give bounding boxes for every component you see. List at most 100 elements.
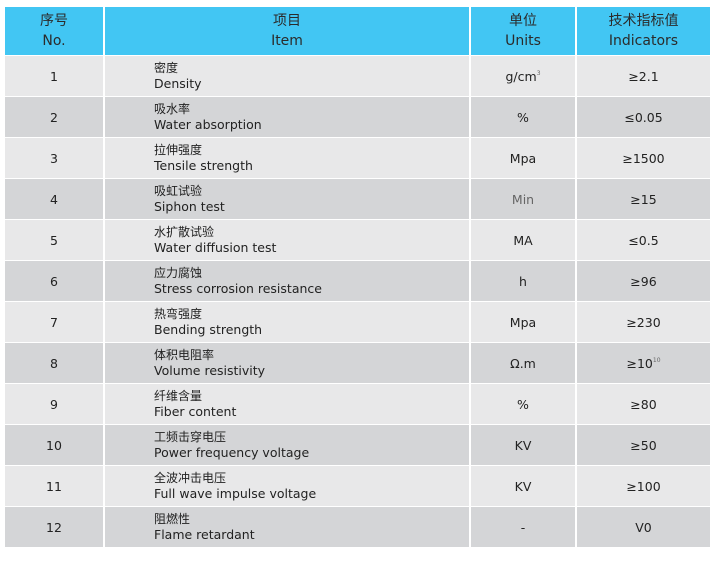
unit-value: % xyxy=(517,396,529,412)
item-en: Siphon test xyxy=(154,199,225,214)
item-en: Tensile strength xyxy=(154,158,253,173)
unit-value: KV xyxy=(514,437,532,453)
row-unit: Min xyxy=(471,179,575,219)
item-en: Water absorption xyxy=(154,117,262,132)
item-cn: 体积电阻率 xyxy=(154,348,215,362)
table-row: 3 拉伸强度 Tensile strength Mpa ≥1500 xyxy=(5,138,710,178)
row-no: 12 xyxy=(5,507,103,547)
row-indicator: ≤0.5 xyxy=(577,220,710,260)
row-unit: Mpa xyxy=(471,138,575,178)
item-cn: 拉伸强度 xyxy=(154,143,203,157)
row-no: 1 xyxy=(5,56,103,96)
table-row: 8 体积电阻率 Volume resistivity Ω.m ≥1010 xyxy=(5,343,710,383)
row-item: 水扩散试验 Water diffusion test xyxy=(105,220,469,260)
row-no: 6 xyxy=(5,261,103,301)
item-en: Bending strength xyxy=(154,322,263,337)
row-unit: % xyxy=(471,97,575,137)
row-unit: Mpa xyxy=(471,302,575,342)
row-item: 吸水率 Water absorption xyxy=(105,97,469,137)
item-cn: 应力腐蚀 xyxy=(154,266,203,280)
unit-value: KV xyxy=(514,478,532,494)
indicator-value: ≥2.1 xyxy=(628,68,659,84)
row-indicator: ≥1010 xyxy=(577,343,710,383)
table-row: 10 工频击穿电压 Power frequency voltage KV ≥50 xyxy=(5,425,710,465)
indicator-sup: 10 xyxy=(652,356,661,364)
row-indicator: ≥1500 xyxy=(577,138,710,178)
header-ind-cn: 技术指标值 xyxy=(608,13,679,29)
item-cn: 热弯强度 xyxy=(154,307,203,321)
indicator-value: ≤0.5 xyxy=(628,232,659,248)
indicator-value: ≥50 xyxy=(630,437,657,453)
row-unit: h xyxy=(471,261,575,301)
row-indicator: ≥230 xyxy=(577,302,710,342)
header-no-cn: 序号 xyxy=(40,13,68,29)
row-unit: g/cm3 xyxy=(471,56,575,96)
row-no: 5 xyxy=(5,220,103,260)
header-no: 序号 No. xyxy=(5,7,103,55)
item-cn: 密度 xyxy=(154,61,179,75)
row-no: 10 xyxy=(5,425,103,465)
row-item: 全波冲击电压 Full wave impulse voltage xyxy=(105,466,469,506)
unit-value: Mpa xyxy=(509,314,537,330)
row-indicator: V0 xyxy=(577,507,710,547)
header-item-cn: 项目 xyxy=(273,13,301,29)
row-no: 7 xyxy=(5,302,103,342)
item-cn: 工频击穿电压 xyxy=(154,430,227,444)
item-en: Water diffusion test xyxy=(154,240,277,255)
row-item: 阻燃性 Flame retardant xyxy=(105,507,469,547)
row-unit: - xyxy=(471,507,575,547)
header-item-en: Item xyxy=(271,33,303,49)
header-indicators: 技术指标值 Indicators xyxy=(577,7,710,55)
row-no: 8 xyxy=(5,343,103,383)
row-unit: KV xyxy=(471,425,575,465)
row-item: 应力腐蚀 Stress corrosion resistance xyxy=(105,261,469,301)
row-no: 4 xyxy=(5,179,103,219)
item-cn: 全波冲击电压 xyxy=(154,471,227,485)
header-ind-en: Indicators xyxy=(608,33,679,49)
unit-value: g/cm xyxy=(505,68,537,84)
unit-value: Ω.m xyxy=(510,355,536,371)
row-no: 2 xyxy=(5,97,103,137)
item-en: Density xyxy=(154,76,202,91)
row-item: 拉伸强度 Tensile strength xyxy=(105,138,469,178)
row-item: 工频击穿电压 Power frequency voltage xyxy=(105,425,469,465)
spec-table: 序号 No. 项目 Item 单位 Units 技术指标值 Indicators 1 密… xyxy=(3,6,712,548)
row-no: 3 xyxy=(5,138,103,178)
item-cn: 吸水率 xyxy=(154,102,191,116)
indicator-value: ≥80 xyxy=(630,396,657,412)
indicator-value: ≥10 xyxy=(626,355,653,371)
table-row: 12 阻燃性 Flame retardant - V0 xyxy=(5,507,710,547)
unit-value: h xyxy=(519,273,527,289)
item-cn: 纤维含量 xyxy=(154,389,203,403)
unit-value: - xyxy=(520,519,526,535)
row-item: 热弯强度 Bending strength xyxy=(105,302,469,342)
row-item: 密度 Density xyxy=(105,56,469,96)
header-item: 项目 Item xyxy=(105,7,469,55)
row-indicator: ≥50 xyxy=(577,425,710,465)
unit-sup: 3 xyxy=(536,69,541,77)
header-units-en: Units xyxy=(505,33,541,49)
item-en: Flame retardant xyxy=(154,527,255,542)
table-row: 9 纤维含量 Fiber content % ≥80 xyxy=(5,384,710,424)
unit-value: MA xyxy=(513,232,533,248)
unit-value: Min xyxy=(511,191,535,207)
row-indicator: ≤0.05 xyxy=(577,97,710,137)
row-indicator: ≥96 xyxy=(577,261,710,301)
header-units: 单位 Units xyxy=(471,7,575,55)
indicator-value: ≥15 xyxy=(630,191,657,207)
indicator-value: V0 xyxy=(635,519,652,535)
row-indicator: ≥100 xyxy=(577,466,710,506)
header-units-cn: 单位 xyxy=(509,13,537,29)
indicator-value: ≥96 xyxy=(630,273,657,289)
indicator-value: ≥100 xyxy=(626,478,661,494)
item-en: Full wave impulse voltage xyxy=(154,486,317,501)
table-row: 1 密度 Density g/cm3 ≥2.1 xyxy=(5,56,710,96)
row-no: 11 xyxy=(5,466,103,506)
row-unit: KV xyxy=(471,466,575,506)
row-indicator: ≥2.1 xyxy=(577,56,710,96)
row-item: 纤维含量 Fiber content xyxy=(105,384,469,424)
row-unit: MA xyxy=(471,220,575,260)
indicator-value: ≥1500 xyxy=(622,150,665,166)
table-row: 7 热弯强度 Bending strength Mpa ≥230 xyxy=(5,302,710,342)
item-cn: 水扩散试验 xyxy=(154,225,215,239)
